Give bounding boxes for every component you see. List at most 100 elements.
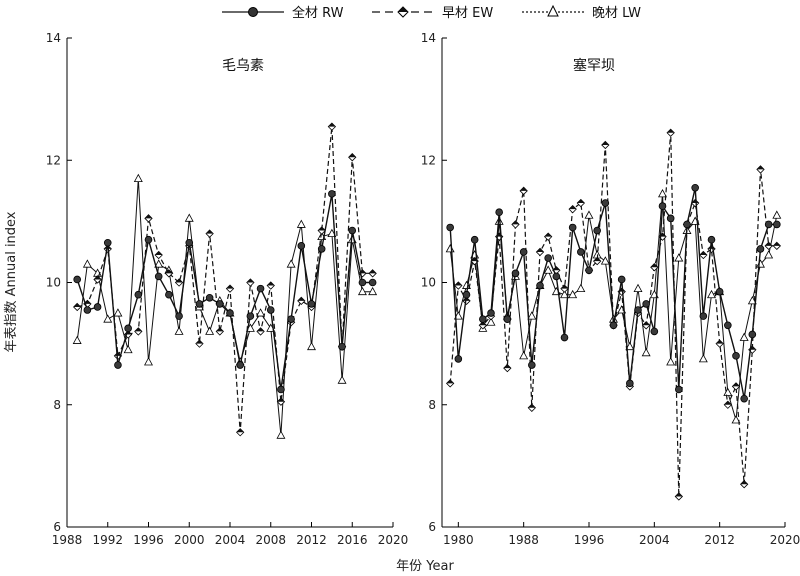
data-point-lw <box>731 415 741 424</box>
data-point-rw <box>487 309 495 317</box>
data-point-rw <box>236 361 244 369</box>
data-point-rw <box>307 300 316 308</box>
y-tick-label: 12 <box>421 153 436 167</box>
data-point-rw <box>748 330 757 339</box>
data-point-lw <box>154 259 164 268</box>
data-point-lw <box>568 289 578 299</box>
marker-ew-fill <box>348 153 356 158</box>
marker-ew-fill <box>667 129 675 133</box>
x-tick-label: 2008 <box>255 533 286 547</box>
data-point-rw <box>103 238 112 247</box>
data-point-rw <box>226 309 234 317</box>
legend: 全材 RW 早材 EW 晚材 LW <box>222 4 641 21</box>
data-point-lw <box>123 344 133 354</box>
marker-ew-fill <box>544 233 552 237</box>
data-point-rw <box>724 321 732 330</box>
marker-ew-fill <box>318 226 326 231</box>
marker-ew-fill <box>560 285 569 289</box>
series-line-rw <box>449 187 777 399</box>
x-tick-label: 1980 <box>443 533 474 547</box>
data-point-rw <box>348 226 357 235</box>
data-point-lw <box>658 189 667 198</box>
data-point-rw <box>691 183 699 192</box>
data-point-lw <box>82 259 92 268</box>
data-point-lw <box>764 250 774 259</box>
data-point-rw <box>216 300 224 308</box>
data-point-rw <box>560 333 569 342</box>
data-point-rw <box>134 290 143 299</box>
marker-ew-fill <box>93 275 102 280</box>
data-point-rw <box>528 361 536 369</box>
data-point-rw <box>205 293 214 302</box>
data-point-lw <box>543 265 553 274</box>
panel-title-maowusu: 毛乌素 <box>222 58 264 74</box>
data-point-rw <box>287 315 295 323</box>
data-point-rw <box>93 303 102 311</box>
legend-entry-ew: 早材 EW <box>372 6 493 21</box>
data-point-rw <box>246 312 255 320</box>
data-point-rw <box>124 324 132 333</box>
data-point-lw <box>184 213 194 222</box>
marker-ew-fill <box>520 187 528 191</box>
data-point-rw <box>740 394 748 403</box>
x-tick-label: 1996 <box>574 533 605 547</box>
x-tick-label: 2020 <box>770 533 800 547</box>
data-point-rw <box>328 190 336 198</box>
x-tick-label: 2012 <box>296 533 327 547</box>
data-point-rw <box>544 254 552 262</box>
marker-ew-fill <box>165 269 173 274</box>
data-point-lw <box>256 308 266 317</box>
data-point-rw <box>83 306 92 314</box>
data-point-rw <box>764 220 773 229</box>
data-point-lw <box>113 308 123 317</box>
y-tick-label: 14 <box>421 31 436 45</box>
x-tick-label: 2016 <box>337 533 368 547</box>
data-point-lw <box>357 286 367 296</box>
series-line-rw <box>76 193 373 390</box>
data-point-lw <box>445 244 455 253</box>
data-point-lw <box>205 326 215 335</box>
y-tick-label: 6 <box>53 520 61 534</box>
data-point-rw <box>358 278 367 287</box>
marker-ew-fill <box>642 321 650 326</box>
x-tick-label: 1988 <box>52 533 83 547</box>
marker-ew-fill <box>699 251 707 255</box>
data-point-rw <box>277 385 285 394</box>
x-tick-label: 2020 <box>378 533 409 547</box>
y-tick-label: 6 <box>428 520 436 534</box>
data-point-lw <box>276 430 286 439</box>
y-tick-label: 8 <box>428 398 436 412</box>
data-point-rw <box>479 315 487 323</box>
data-point-rw <box>462 290 471 299</box>
data-point-rw <box>256 284 265 293</box>
data-point-lw <box>327 228 337 237</box>
data-point-lw <box>666 357 676 366</box>
data-point-rw <box>185 238 194 247</box>
data-point-rw <box>454 355 463 363</box>
data-point-lw <box>772 210 782 219</box>
y-axis-title: 年表指数 Annual index <box>4 211 19 352</box>
data-point-rw <box>601 199 610 207</box>
marker-ew-fill <box>724 401 732 405</box>
data-point-lw <box>519 351 529 360</box>
marker-ew-fill <box>446 379 454 384</box>
data-point-rw <box>446 223 454 232</box>
data-point-lw <box>486 317 496 326</box>
marker-ew-fill <box>675 492 683 497</box>
data-point-lw <box>641 347 651 357</box>
data-point-rw <box>495 208 503 217</box>
marker-ew-fill <box>454 281 462 286</box>
x-tick-label: 1988 <box>508 533 539 547</box>
data-point-rw <box>773 220 781 229</box>
marker-ew-fill <box>206 230 214 234</box>
marker-ew-fill <box>267 281 275 286</box>
x-axis-title: 年份 Year <box>396 559 454 574</box>
marker-ew-fill <box>593 257 601 262</box>
series-line-ew <box>77 126 373 433</box>
data-point-rw <box>568 223 577 232</box>
data-point-lw <box>527 311 537 320</box>
data-point-rw <box>175 312 183 320</box>
x-tick-label: 1992 <box>92 533 123 547</box>
marker-ew-fill <box>601 141 609 145</box>
data-point-rw <box>626 379 634 388</box>
